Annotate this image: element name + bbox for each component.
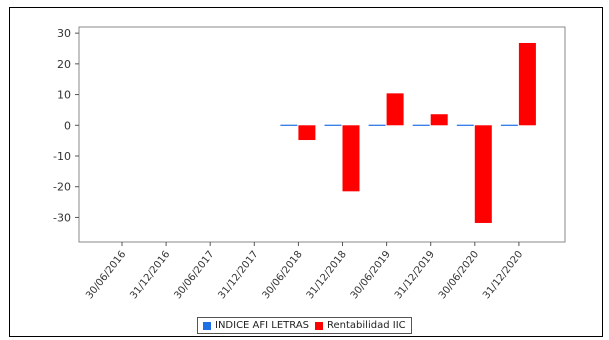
- x-tick-label-1: 31/12/2016: [128, 249, 172, 301]
- chart-frame: [9, 7, 603, 337]
- x-tick-label-8: 30/06/2020: [437, 249, 481, 301]
- bar-rentabilidad-9: [518, 42, 536, 126]
- y-tick-label-0: 30: [57, 27, 71, 40]
- x-tick-label-2: 30/06/2017: [172, 249, 216, 301]
- y-tick-label-2: 10: [57, 89, 71, 102]
- bar-rentabilidad-8: [474, 125, 492, 223]
- legend-item-indice: INDICE AFI LETRAS: [203, 320, 309, 331]
- y-tick-label-3: 0: [64, 119, 71, 132]
- legend-item-rentabilidad: Rentabilidad IIC: [315, 320, 406, 331]
- bar-indice-5: [324, 124, 342, 126]
- y-tick-label-6: -30: [53, 211, 71, 224]
- legend-label-rentabilidad: Rentabilidad IIC: [327, 320, 406, 331]
- x-tick-label-6: 30/06/2019: [349, 249, 393, 301]
- bar-rentabilidad-6: [386, 93, 404, 126]
- legend-swatch-rentabilidad: [315, 321, 324, 330]
- x-tick-label-0: 30/06/2016: [84, 249, 128, 301]
- x-tick-label-7: 31/12/2019: [393, 249, 437, 301]
- bar-indice-7: [412, 124, 430, 126]
- bar-indice-4: [280, 124, 298, 126]
- x-tick-label-9: 31/12/2020: [481, 249, 525, 301]
- bar-indice-6: [368, 124, 386, 126]
- bar-rentabilidad-4: [298, 125, 316, 141]
- y-tick-label-4: -10: [53, 150, 71, 163]
- legend: INDICE AFI LETRAS Rentabilidad IIC: [197, 317, 412, 334]
- legend-swatch-indice: [203, 321, 211, 330]
- legend-label-indice: INDICE AFI LETRAS: [215, 320, 310, 331]
- y-tick-label-1: 20: [57, 58, 71, 71]
- x-tick-label-5: 31/12/2018: [305, 249, 349, 301]
- y-tick-label-5: -20: [53, 181, 71, 194]
- y-axis: 30 20 10 0 -10 -20 -30: [53, 27, 79, 224]
- x-tick-label-4: 30/06/2018: [261, 249, 305, 301]
- bar-indice-9: [500, 124, 518, 126]
- bar-rentabilidad-5: [342, 125, 360, 192]
- bars-group: [280, 42, 536, 223]
- plot-area: [78, 26, 566, 243]
- bar-indice-8: [456, 124, 474, 126]
- bar-rentabilidad-7: [430, 114, 448, 126]
- x-tick-label-3: 31/12/2017: [217, 249, 261, 301]
- x-axis: 30/06/2016 31/12/2016 30/06/2017 31/12/2017…: [84, 242, 525, 301]
